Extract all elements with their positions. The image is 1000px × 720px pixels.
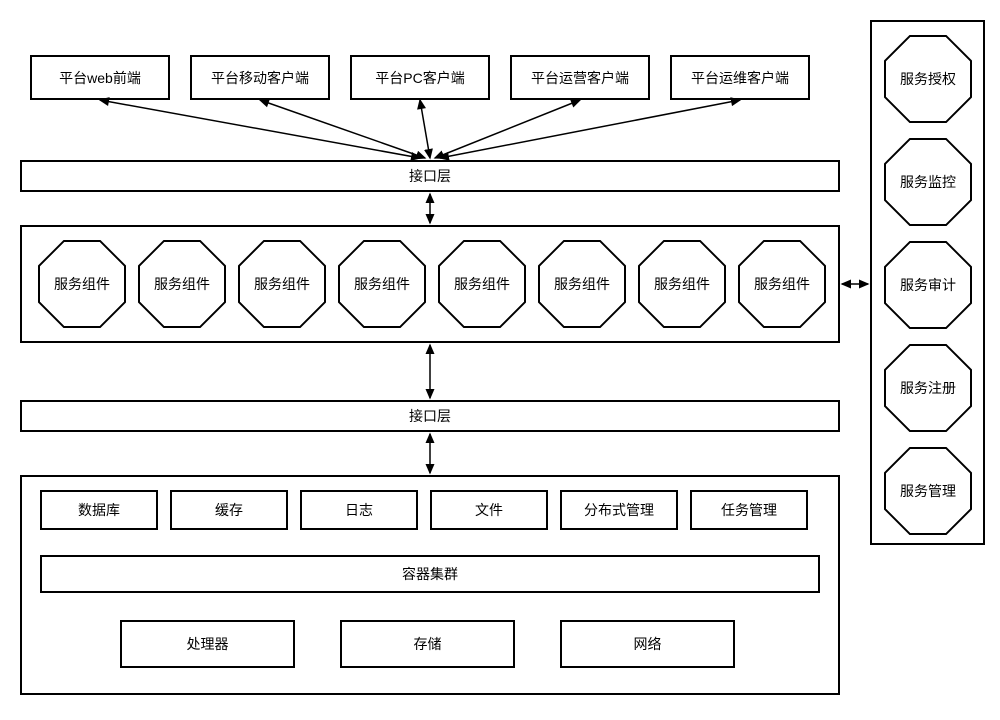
service-component: 服务组件	[738, 240, 826, 328]
client-label: 平台运维客户端	[691, 68, 789, 88]
infra-label: 存储	[414, 634, 442, 654]
interface-label: 接口层	[409, 406, 451, 426]
service-component: 服务组件	[138, 240, 226, 328]
cluster-label: 容器集群	[402, 564, 458, 584]
infra-task: 任务管理	[690, 490, 808, 530]
service-component-label: 服务组件	[554, 274, 610, 294]
client-label: 平台运营客户端	[531, 68, 629, 88]
client-label: 平台移动客户端	[211, 68, 309, 88]
infra-storage: 存储	[340, 620, 515, 668]
infra-network: 网络	[560, 620, 735, 668]
governance-label: 服务监控	[900, 172, 956, 192]
governance-auth: 服务授权	[884, 35, 972, 123]
service-component-label: 服务组件	[154, 274, 210, 294]
governance-audit: 服务审计	[884, 241, 972, 329]
service-component: 服务组件	[438, 240, 526, 328]
governance-label: 服务管理	[900, 481, 956, 501]
service-component-label: 服务组件	[354, 274, 410, 294]
infra-label: 网络	[634, 634, 662, 654]
client-pc: 平台PC客户端	[350, 55, 490, 100]
infra-label: 处理器	[187, 634, 229, 654]
client-web: 平台web前端	[30, 55, 170, 100]
infra-distributed: 分布式管理	[560, 490, 678, 530]
container-cluster: 容器集群	[40, 555, 820, 593]
infra-label: 任务管理	[721, 500, 777, 520]
infra-label: 文件	[475, 500, 503, 520]
service-component-label: 服务组件	[754, 274, 810, 294]
infra-log: 日志	[300, 490, 418, 530]
infra-cache: 缓存	[170, 490, 288, 530]
service-component: 服务组件	[538, 240, 626, 328]
interface-label: 接口层	[409, 166, 451, 186]
client-label: 平台web前端	[59, 68, 141, 88]
service-component: 服务组件	[38, 240, 126, 328]
infra-label: 日志	[345, 500, 373, 520]
governance-monitor: 服务监控	[884, 138, 972, 226]
infra-processor: 处理器	[120, 620, 295, 668]
service-component-label: 服务组件	[54, 274, 110, 294]
governance-register: 服务注册	[884, 344, 972, 432]
governance-label: 服务注册	[900, 378, 956, 398]
infra-database: 数据库	[40, 490, 158, 530]
infra-file: 文件	[430, 490, 548, 530]
governance-label: 服务审计	[900, 275, 956, 295]
service-component-label: 服务组件	[654, 274, 710, 294]
client-maint: 平台运维客户端	[670, 55, 810, 100]
governance-label: 服务授权	[900, 69, 956, 89]
service-component-label: 服务组件	[254, 274, 310, 294]
client-mobile: 平台移动客户端	[190, 55, 330, 100]
infra-label: 缓存	[215, 500, 243, 520]
client-ops: 平台运营客户端	[510, 55, 650, 100]
governance-manage: 服务管理	[884, 447, 972, 535]
service-component-label: 服务组件	[454, 274, 510, 294]
interface-layer-top: 接口层	[20, 160, 840, 192]
client-label: 平台PC客户端	[375, 68, 464, 88]
infra-label: 数据库	[78, 500, 120, 520]
service-component: 服务组件	[338, 240, 426, 328]
service-component: 服务组件	[638, 240, 726, 328]
infra-label: 分布式管理	[584, 500, 654, 520]
service-component: 服务组件	[238, 240, 326, 328]
interface-layer-bottom: 接口层	[20, 400, 840, 432]
